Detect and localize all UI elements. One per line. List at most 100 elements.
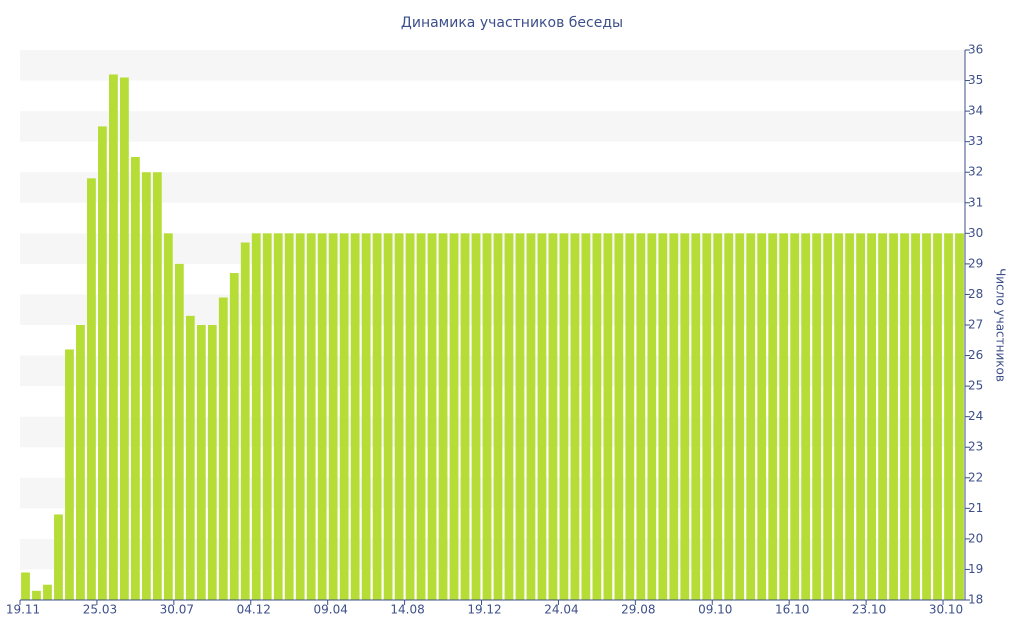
bar	[328, 233, 338, 601]
bar	[790, 233, 800, 601]
bar	[493, 233, 503, 601]
bar	[54, 514, 63, 600]
bar	[339, 233, 349, 601]
bar	[152, 172, 162, 600]
y-tick-label: 33	[968, 134, 983, 148]
bar	[207, 325, 217, 600]
grid-stripe	[20, 111, 965, 142]
bar	[801, 233, 811, 601]
x-tick-label: 25.03	[83, 603, 117, 617]
bar	[779, 233, 789, 601]
bar	[581, 233, 591, 601]
bar	[889, 233, 898, 601]
grid-stripe	[20, 172, 965, 203]
y-tick-label: 20	[968, 531, 983, 545]
y-tick-label: 28	[968, 287, 983, 301]
y-tick-label: 19	[968, 562, 983, 576]
bar	[383, 233, 393, 601]
bar	[900, 233, 909, 601]
x-tick-label: 29.08	[621, 603, 655, 617]
y-tick-label: 24	[968, 409, 983, 423]
x-tick-label: 30.10	[929, 603, 963, 617]
bar	[647, 233, 657, 601]
bar	[658, 233, 668, 601]
grid-stripe	[20, 50, 965, 81]
bar	[141, 172, 151, 600]
bar	[361, 233, 371, 601]
bar	[174, 263, 184, 600]
bar	[526, 233, 536, 601]
y-tick-label: 26	[968, 348, 983, 362]
y-tick-label: 36	[968, 43, 983, 57]
bar	[317, 233, 327, 601]
y-tick-label: 29	[968, 256, 983, 270]
bar	[559, 233, 569, 601]
bar	[537, 233, 547, 601]
bar	[21, 572, 30, 600]
x-tick-label: 04.12	[237, 603, 271, 617]
chart-title: Динамика участников беседы	[401, 15, 623, 31]
x-tick-label: 16.10	[775, 603, 809, 617]
x-tick-label: 09.10	[698, 603, 732, 617]
bar	[98, 126, 107, 600]
bar	[911, 233, 920, 601]
bar	[625, 233, 635, 601]
bar	[867, 233, 876, 601]
x-tick-label: 19.11	[6, 603, 40, 617]
bar	[504, 233, 514, 601]
y-tick-label: 23	[968, 440, 983, 454]
bar	[76, 325, 85, 600]
bar	[570, 233, 580, 601]
bar	[372, 233, 382, 601]
y-tick-label: 21	[968, 501, 983, 515]
bar	[735, 233, 745, 601]
bar	[878, 233, 887, 601]
bar	[185, 315, 195, 600]
bar	[119, 77, 129, 600]
bar	[845, 233, 855, 601]
bar	[515, 233, 525, 601]
bar	[438, 233, 448, 601]
y-axis-label: Число участников	[994, 268, 1008, 382]
bar	[460, 233, 470, 601]
y-tick-label: 25	[968, 379, 983, 393]
bar	[109, 74, 118, 600]
bar	[306, 233, 316, 601]
bar	[416, 233, 426, 601]
y-tick-label: 22	[968, 470, 983, 484]
bar	[229, 273, 239, 600]
bar	[284, 233, 294, 601]
bar	[922, 233, 931, 601]
bar	[196, 325, 206, 600]
bar	[32, 590, 41, 600]
bar	[295, 233, 305, 601]
bar	[548, 233, 558, 601]
bar	[218, 297, 228, 600]
bar	[427, 233, 437, 601]
bar	[724, 233, 734, 601]
bar	[768, 233, 778, 601]
x-tick-label: 09.04	[313, 603, 347, 617]
bar	[702, 233, 712, 601]
bar	[65, 349, 74, 600]
y-tick-label: 30	[968, 226, 983, 240]
bar	[350, 233, 360, 601]
bar	[691, 233, 701, 601]
bar	[87, 178, 96, 601]
y-tick-label: 32	[968, 165, 983, 179]
y-tick-label: 34	[968, 104, 983, 118]
bar	[636, 233, 646, 601]
bar	[933, 233, 942, 601]
bar	[614, 233, 624, 601]
x-tick-label: 14.08	[390, 603, 424, 617]
bar	[240, 242, 250, 600]
bar	[449, 233, 459, 601]
bar	[669, 233, 679, 601]
bar	[482, 233, 492, 601]
y-tick-label: 31	[968, 195, 983, 209]
x-tick-label: 19.12	[467, 603, 501, 617]
bar	[592, 233, 602, 601]
bar	[713, 233, 723, 601]
bar	[680, 233, 690, 601]
